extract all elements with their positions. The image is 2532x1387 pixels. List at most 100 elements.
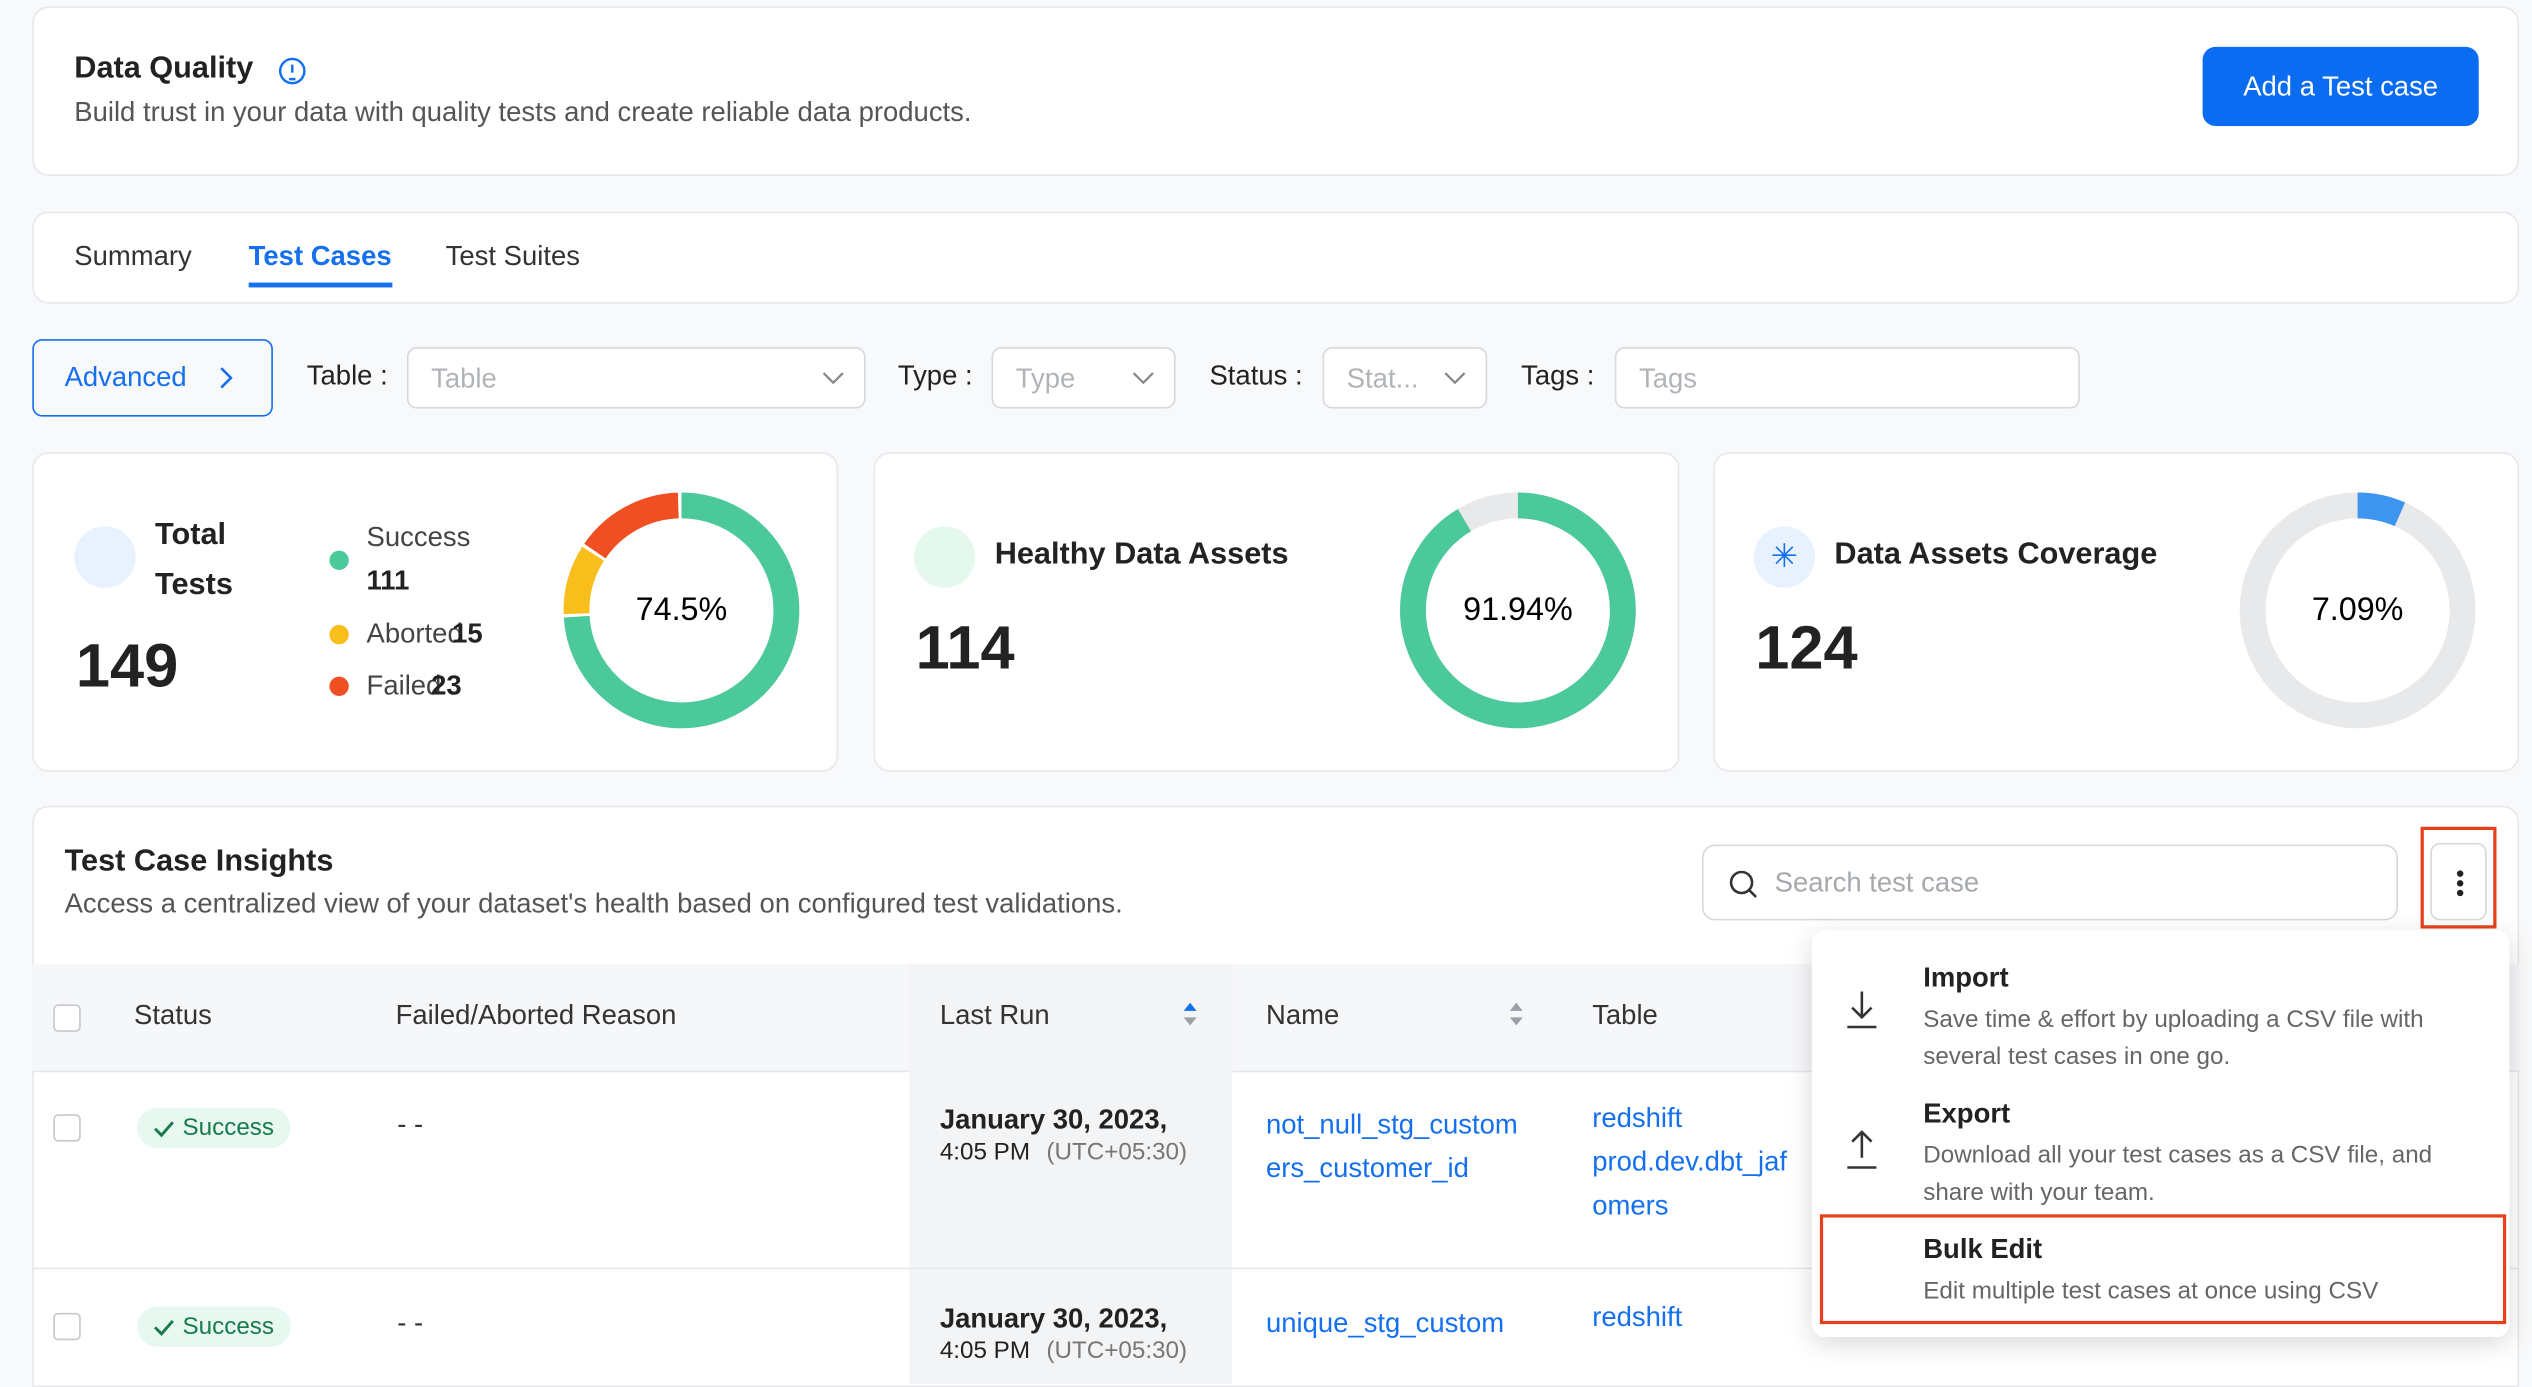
filter-placeholder: Table (431, 363, 497, 395)
column-header[interactable]: Name (1266, 999, 1340, 1031)
chevron (220, 367, 233, 389)
page: Data Quality Build trust in your data wi… (32, 6, 2520, 1387)
status-text: Success (182, 1312, 275, 1341)
run-tz: (UTC+05:30) (1046, 1337, 1188, 1365)
filter-label: Table : (306, 360, 388, 391)
table-name[interactable]: prod.dev.dbt_jaf (1592, 1146, 1788, 1178)
donut-center: 91.94% (1463, 591, 1573, 627)
kebab-icon (2456, 870, 2464, 897)
search-box[interactable]: Search test case (1701, 844, 2398, 921)
tabs-card (32, 211, 2520, 304)
chevron (1132, 372, 1154, 385)
table-name[interactable]: omers (1592, 1190, 1669, 1221)
advanced-button[interactable]: Advanced (32, 339, 273, 417)
row-checkbox[interactable] (53, 1312, 81, 1341)
search-icon (1729, 870, 1758, 898)
legend-dot (329, 676, 349, 696)
legend-value: 23 (431, 670, 462, 701)
run-time: 4:05 PM (939, 1337, 1031, 1365)
add-button[interactable]: Add a Test case (2202, 46, 2479, 126)
coverage-icon: ✳ (1753, 526, 1816, 588)
select-all[interactable] (53, 1004, 81, 1032)
tab[interactable]: Summary (74, 240, 192, 272)
sort-icon[interactable] (1507, 1001, 1526, 1027)
highlight-box (1819, 1214, 2507, 1325)
legend-name: Failed (366, 670, 442, 701)
dropdown-menu (1811, 930, 2510, 1338)
legend-name: Success (366, 521, 471, 553)
donuts: 74.5% 91.94% 7.09% (563, 492, 2476, 729)
row-divider (32, 1267, 2520, 1270)
legend-value: 111 (366, 565, 410, 596)
table-name[interactable]: redshift (1592, 1102, 1683, 1134)
test-name[interactable]: not_null_stg_customers_customer_id (1266, 1109, 1518, 1184)
donut-segment (1400, 492, 1636, 729)
menu-title[interactable]: Import (1923, 962, 2009, 994)
healthy-title: Healthy Data Assets (994, 537, 1289, 572)
legend-dot (329, 624, 349, 645)
filter-input[interactable]: Stat... (1322, 347, 1488, 409)
menu-title[interactable]: Bulk Edit (1923, 1233, 2043, 1265)
column-header[interactable]: Status (134, 999, 212, 1031)
donut-segment (2239, 492, 2476, 729)
kebab-button[interactable] (2430, 842, 2487, 921)
run-date: January 30, 2023, (939, 1303, 1168, 1334)
menu-icons (1847, 991, 1877, 1247)
tab[interactable]: Test Cases (248, 241, 392, 288)
health-icon (913, 526, 976, 588)
filter-label: Tags : (1521, 360, 1595, 391)
donut-segment (563, 492, 800, 729)
failure-reason: - - (397, 1109, 424, 1141)
check-icon (153, 1319, 174, 1336)
column-header[interactable]: Table (1592, 999, 1658, 1031)
chevron (1444, 372, 1466, 385)
coverage-title: Data Assets Coverage (1834, 537, 2158, 572)
donut-center: 7.09% (2312, 591, 2404, 627)
menu-description: Save time & effort by uploading a CSV fi… (1923, 1006, 2424, 1071)
filter-label-text: Type (897, 360, 958, 391)
sorted-column (909, 964, 1233, 1384)
page-title: Data Quality (74, 51, 254, 86)
donut-center: 74.5% (636, 591, 728, 627)
filter-label-text: Status (1209, 360, 1288, 391)
failure-reason: - - (397, 1307, 424, 1339)
total-value: 149 (75, 633, 179, 701)
run-tz: (UTC+05:30) (1046, 1138, 1188, 1166)
healthy-value: 114 (915, 615, 1015, 684)
filter-placeholder: Stat... (1346, 363, 1419, 395)
coverage-value: 124 (1755, 615, 1858, 684)
sort-icon[interactable] (1180, 1001, 1199, 1027)
chevron (822, 372, 844, 385)
legend-value: 15 (452, 618, 483, 650)
column-header[interactable]: Last Run (939, 999, 1050, 1031)
total-title: Total Tests (155, 518, 233, 603)
legend-dot (329, 550, 349, 571)
filter-placeholder: Type (1015, 363, 1076, 395)
run-time: 4:05 PM (939, 1138, 1031, 1166)
filter-input[interactable]: Table (406, 347, 866, 409)
header-card (32, 6, 2520, 177)
info-icon (278, 57, 306, 85)
page-subtitle: Build trust in your data with quality te… (74, 96, 972, 128)
test-name[interactable]: unique_stg_custom (1266, 1307, 1505, 1339)
search-placeholder: Search test case (1774, 867, 1980, 898)
advanced-label: Advanced (64, 361, 187, 393)
filter-label: Type : (897, 360, 973, 391)
status-text: Success (182, 1114, 275, 1142)
donut-segment (563, 492, 800, 729)
row-checkbox[interactable] (53, 1114, 81, 1142)
insights-title: Test Case Insights (64, 844, 334, 879)
filter-label-text: Table (306, 360, 373, 391)
column-header[interactable]: Failed/Aborted Reason (395, 999, 677, 1031)
check-icon (153, 1121, 174, 1138)
filter-placeholder: Tags (1639, 363, 1698, 395)
table-name[interactable]: redshift (1592, 1301, 1683, 1333)
tab[interactable]: Test Suites (445, 240, 580, 272)
filter-input[interactable]: Tags (1614, 347, 2080, 409)
run-date: January 30, 2023, (939, 1104, 1168, 1136)
filter-input[interactable]: Type (991, 347, 1176, 409)
app: Data Quality Build trust in your data wi… (32, 6, 2520, 1387)
menu-title[interactable]: Export (1923, 1098, 2011, 1129)
legend-name: Aborted (366, 618, 463, 650)
filter-label: Status : (1209, 360, 1303, 391)
